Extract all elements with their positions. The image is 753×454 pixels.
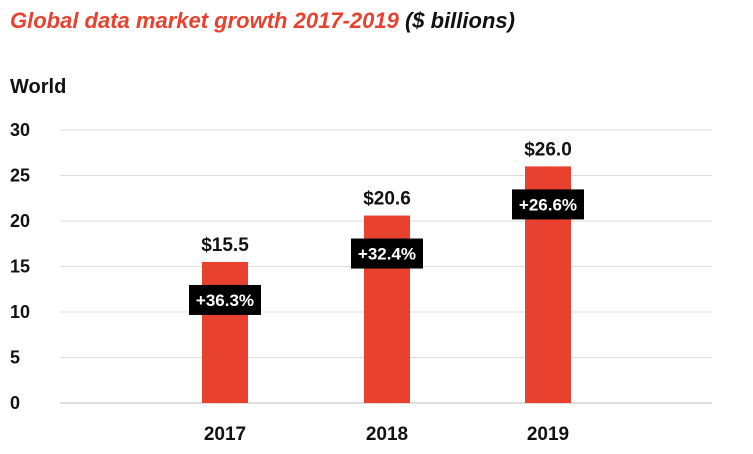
y-tick-label: 20 <box>10 211 30 231</box>
y-tick-label: 30 <box>10 120 30 140</box>
growth-badge-label: +26.6% <box>519 195 577 214</box>
growth-badge-label: +36.3% <box>196 291 254 310</box>
growth-badge <box>351 238 423 269</box>
bar-value-label: $26.0 <box>524 139 572 160</box>
y-tick-label: 15 <box>10 257 30 277</box>
growth-badge <box>512 189 584 220</box>
y-tick-label: 10 <box>10 302 30 322</box>
x-tick-label: 2019 <box>527 424 569 445</box>
growth-badge <box>189 284 261 315</box>
bar-value-label: $20.6 <box>363 189 411 210</box>
region-label: World <box>10 76 67 98</box>
chart-title-main: Global data market growth 2017-2019 <box>10 8 399 33</box>
y-tick-label: 5 <box>10 348 20 368</box>
x-tick-label: 2018 <box>366 424 408 445</box>
bar-value-label: $15.5 <box>201 235 249 256</box>
bar <box>202 261 248 403</box>
y-tick-label: 0 <box>10 393 20 413</box>
chart-title: Global data market growth 2017-2019 ($ b… <box>10 8 515 34</box>
x-tick-label: 2017 <box>204 424 246 445</box>
chart-subtitle: ($ billions) <box>404 8 515 33</box>
growth-badge-label: +32.4% <box>358 245 416 264</box>
y-tick-label: 25 <box>10 166 30 186</box>
